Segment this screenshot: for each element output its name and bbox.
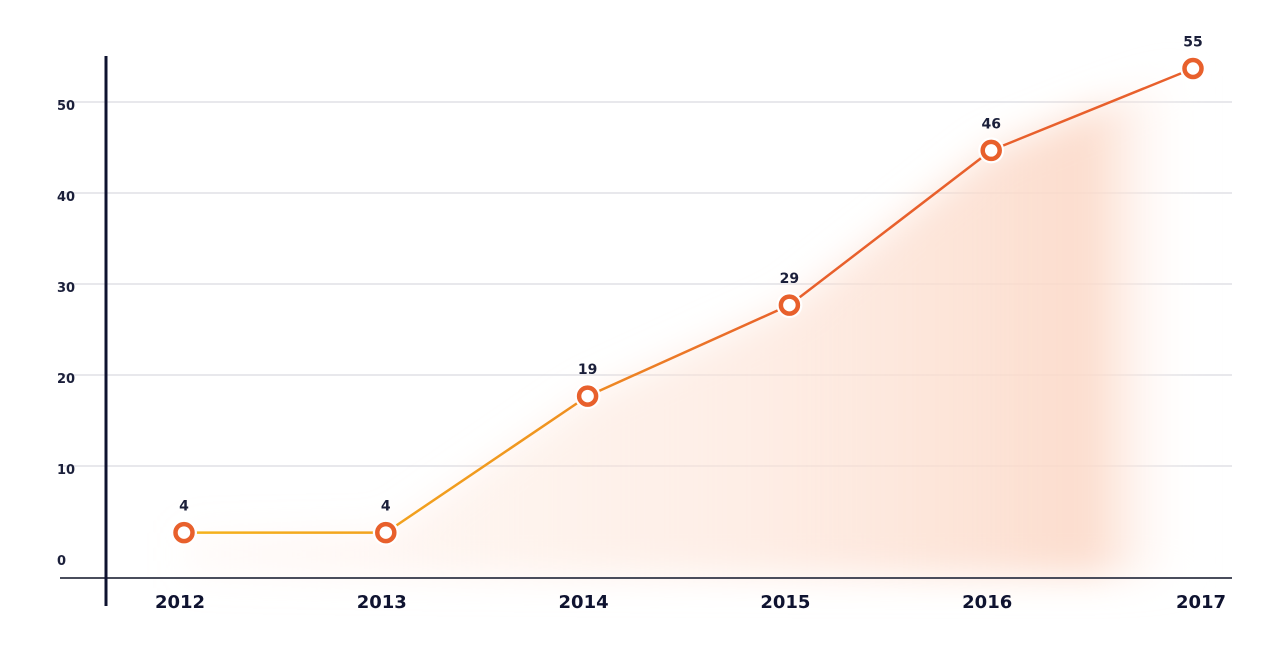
line-segment-2013-2014: [384, 394, 589, 534]
data-label-2016: 46: [981, 116, 1000, 132]
y-tick-label-0: 0: [57, 554, 66, 569]
y-tick-label-30: 30: [57, 281, 75, 296]
area-shape: [184, 68, 1193, 576]
y-tick-label-10: 10: [57, 463, 75, 478]
data-point-2017: [1182, 57, 1204, 80]
y-tick-label-40: 40: [57, 190, 75, 205]
data-label-2014: 19: [578, 362, 597, 378]
data-point-2016: [980, 139, 1002, 162]
x-tick-label-2014: 2014: [559, 592, 609, 613]
x-tick-label-2015: 2015: [760, 592, 810, 613]
line-segment-2016-2017: [989, 67, 1195, 152]
data-markers: [171, 55, 1206, 546]
y-tick-label-50: 50: [57, 99, 75, 114]
x-axis-ticks: 2012 2013 2014 2015 2016 2017: [155, 592, 1226, 613]
y-axis-ticks: 0 10 20 30 40 50: [57, 99, 75, 569]
series-line: [182, 67, 1195, 534]
line-segment-2015-2016: [788, 149, 993, 307]
y-tick-label-20: 20: [57, 372, 75, 387]
x-tick-label-2016: 2016: [962, 592, 1012, 613]
x-tick-label-2013: 2013: [357, 592, 407, 613]
data-label-2012: 4: [179, 499, 189, 515]
data-labels: 4 4 19 29 46 55: [179, 35, 1203, 515]
data-point-2012: [173, 521, 195, 544]
area-fill: [184, 68, 1193, 576]
data-label-2013: 4: [381, 499, 391, 515]
data-point-2014: [576, 385, 599, 407]
data-point-2013: [375, 521, 397, 544]
data-label-2015: 29: [780, 271, 799, 287]
data-label-2017: 55: [1183, 35, 1202, 51]
data-point-2015: [778, 294, 801, 316]
x-tick-label-2017: 2017: [1176, 592, 1226, 613]
x-tick-label-2012: 2012: [155, 592, 205, 613]
line-segment-2014-2015: [586, 303, 791, 398]
axes: [60, 56, 1232, 606]
